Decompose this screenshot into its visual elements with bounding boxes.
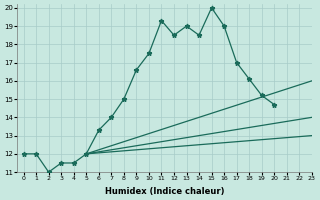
- X-axis label: Humidex (Indice chaleur): Humidex (Indice chaleur): [105, 187, 224, 196]
